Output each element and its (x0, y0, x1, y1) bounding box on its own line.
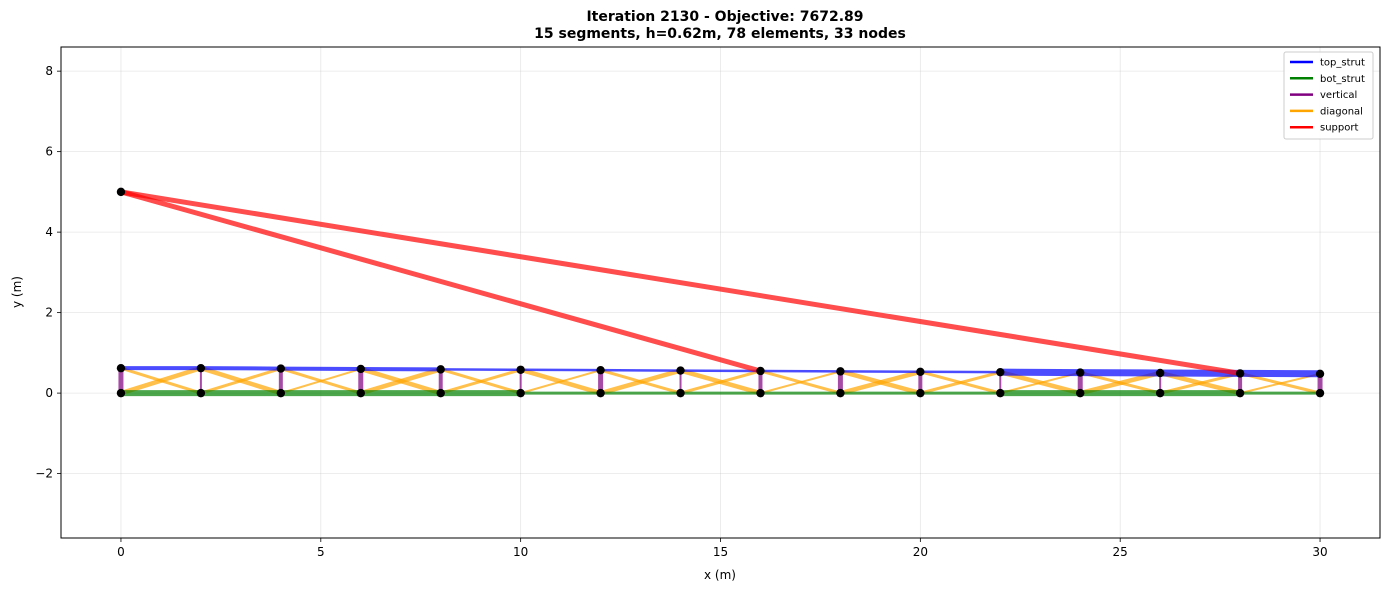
legend-label-vertical: vertical (1320, 90, 1357, 101)
truss-node (596, 389, 604, 397)
truss-node (516, 389, 524, 397)
truss-node (676, 366, 684, 374)
axis-ticks: 0 5 10 15 20 25 30 −2 0 2 4 6 8 (35, 64, 1327, 559)
y-tick-label: 0 (45, 386, 53, 400)
truss-node (1316, 389, 1324, 397)
truss-node (1076, 389, 1084, 397)
truss-node (1316, 370, 1324, 378)
x-tick-label: 10 (513, 545, 528, 559)
truss-node (117, 389, 125, 397)
truss-node (1076, 368, 1084, 376)
legend-label-bot_strut: bot_strut (1320, 74, 1365, 85)
truss-node (756, 367, 764, 375)
x-tick-label: 25 (1113, 545, 1128, 559)
truss-node (277, 389, 285, 397)
y-axis-label: y (m) (10, 276, 24, 308)
truss-node (996, 389, 1004, 397)
truss-node (516, 366, 524, 374)
truss-node (916, 368, 924, 376)
y-tick-label: −2 (35, 467, 53, 481)
x-tick-label: 5 (317, 545, 325, 559)
truss-node (117, 188, 125, 196)
truss-node (437, 389, 445, 397)
chart-title: Iteration 2130 - Objective: 7672.89 (586, 9, 863, 25)
x-tick-label: 30 (1312, 545, 1327, 559)
truss-node (676, 389, 684, 397)
x-tick-label: 20 (913, 545, 928, 559)
truss-node (117, 364, 125, 372)
truss-node (596, 366, 604, 374)
chart-legend: top_strut bot_strut vertical diagonal suppor… (1284, 52, 1373, 139)
y-tick-label: 2 (45, 306, 53, 320)
truss-node (437, 365, 445, 373)
truss-node (916, 389, 924, 397)
x-tick-label: 0 (117, 545, 125, 559)
truss-node (1156, 369, 1164, 377)
truss-node (1156, 389, 1164, 397)
x-tick-label: 15 (713, 545, 728, 559)
y-tick-label: 4 (45, 225, 53, 239)
legend-label-support: support (1320, 123, 1358, 134)
y-tick-label: 8 (45, 64, 53, 78)
grid-lines (61, 47, 1380, 538)
truss-node (357, 365, 365, 373)
truss-node (1236, 369, 1244, 377)
legend-label-top_strut: top_strut (1320, 58, 1365, 69)
truss-node (1236, 389, 1244, 397)
truss-node (197, 389, 205, 397)
truss-node (836, 367, 844, 375)
y-tick-label: 6 (45, 145, 53, 159)
x-axis-label: x (m) (704, 568, 736, 582)
truss-node (996, 368, 1004, 376)
truss-node (836, 389, 844, 397)
chart-subtitle: 15 segments, h=0.62m, 78 elements, 33 no… (534, 26, 906, 42)
support-elements (121, 192, 1240, 374)
truss-node (756, 389, 764, 397)
truss-node (277, 364, 285, 372)
truss-node (197, 364, 205, 372)
legend-label-diagonal: diagonal (1320, 106, 1363, 117)
truss-node (357, 389, 365, 397)
